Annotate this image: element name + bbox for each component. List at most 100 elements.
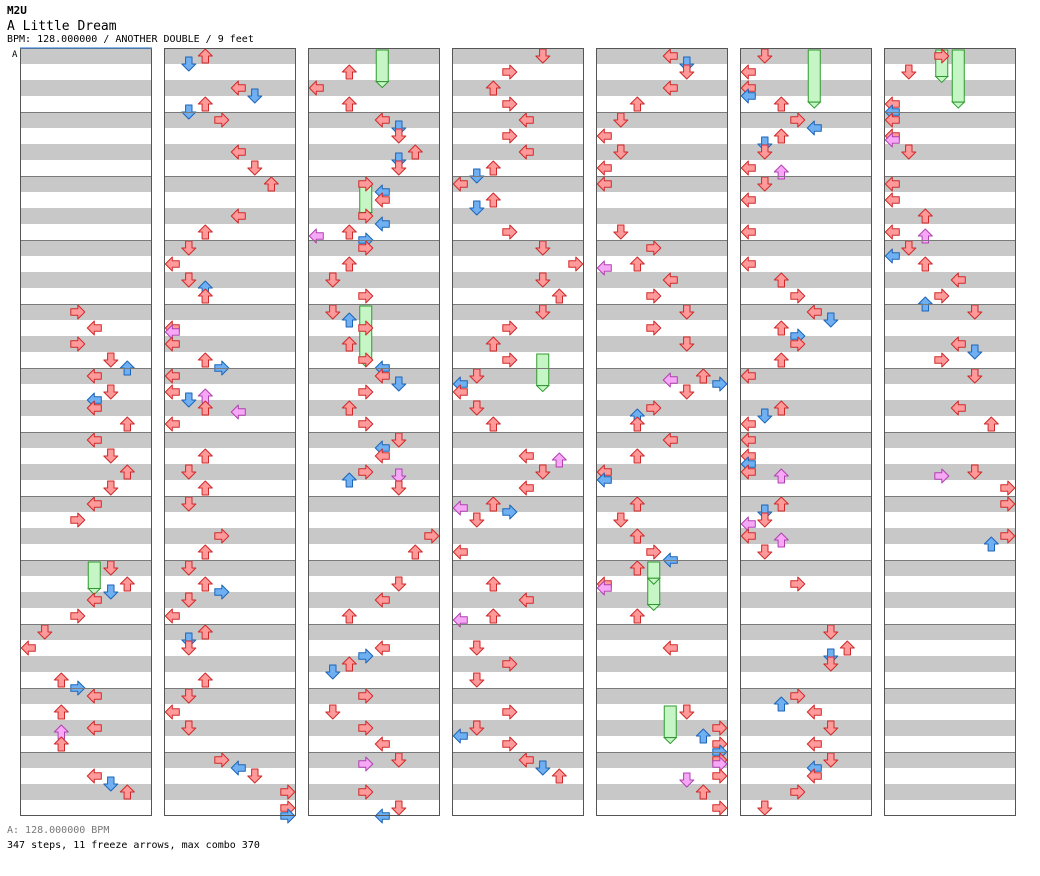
step-arrow-left <box>596 128 612 144</box>
step-arrow-up <box>53 704 69 720</box>
beat-stripe <box>740 528 872 544</box>
step-arrow-down <box>181 640 197 656</box>
beat-stripe <box>308 400 440 416</box>
freeze-tail <box>535 385 550 393</box>
freeze-body <box>375 49 389 83</box>
step-arrow-up <box>485 192 501 208</box>
step-arrow-left <box>374 112 390 128</box>
step-arrow-left <box>86 592 102 608</box>
step-arrow-up <box>53 672 69 688</box>
step-arrow-left <box>662 432 678 448</box>
step-arrow-left <box>662 640 678 656</box>
step-arrow-up <box>695 784 711 800</box>
step-arrow-left <box>884 224 900 240</box>
beat-stripe <box>452 240 584 256</box>
beat-stripe <box>308 624 440 640</box>
beat-stripe <box>740 272 872 288</box>
beat-stripe <box>20 592 152 608</box>
beat-stripe <box>308 176 440 192</box>
beat-stripe <box>308 560 440 576</box>
step-arrow-up <box>341 608 357 624</box>
beat-stripe <box>884 176 1016 192</box>
step-arrow-left <box>452 612 468 628</box>
beat-stripe <box>308 240 440 256</box>
step-arrow-up <box>773 696 789 712</box>
beat-stripe <box>452 112 584 128</box>
step-arrow-down <box>679 704 695 720</box>
beat-stripe <box>884 112 1016 128</box>
step-arrow-left <box>740 256 756 272</box>
beat-stripe <box>20 720 152 736</box>
beat-stripe <box>308 688 440 704</box>
step-arrow-up <box>197 448 213 464</box>
freeze-tail <box>375 81 390 89</box>
step-arrow-right <box>934 48 950 64</box>
beat-stripe <box>452 624 584 640</box>
step-arrow-down <box>181 720 197 736</box>
step-arrow-left <box>806 768 822 784</box>
step-arrow-up <box>485 608 501 624</box>
step-arrow-down <box>679 384 695 400</box>
beat-stripe <box>596 240 728 256</box>
step-arrow-up <box>197 352 213 368</box>
step-stats: 347 steps, 11 freeze arrows, max combo 3… <box>7 840 260 851</box>
step-arrow-down <box>391 800 407 816</box>
step-arrow-right <box>214 752 230 768</box>
step-arrow-up <box>773 532 789 548</box>
beat-stripe <box>740 688 872 704</box>
beat-stripe <box>308 656 440 672</box>
step-arrow-right <box>502 504 518 520</box>
beat-stripe <box>452 176 584 192</box>
step-arrow-down <box>391 376 407 392</box>
step-arrow-up <box>485 416 501 432</box>
step-arrow-up <box>485 160 501 176</box>
freeze-tail <box>934 75 949 84</box>
beat-stripe <box>452 592 584 608</box>
beat-stripe <box>20 752 152 768</box>
chart-column-2 <box>164 48 296 816</box>
beat-stripe <box>20 112 152 128</box>
step-arrow-up <box>341 312 357 328</box>
step-arrow-left <box>806 704 822 720</box>
step-arrow-left <box>596 160 612 176</box>
step-arrow-right <box>358 240 374 256</box>
beat-stripe <box>740 80 872 96</box>
step-arrow-right <box>214 528 230 544</box>
step-arrow-down <box>181 56 197 72</box>
step-arrow-right <box>790 288 806 304</box>
column-frames <box>20 48 1016 816</box>
beat-stripe <box>20 400 152 416</box>
step-arrow-up <box>983 416 999 432</box>
step-arrow-right <box>358 784 374 800</box>
step-arrow-up <box>917 228 933 244</box>
beat-stripe <box>20 624 152 640</box>
step-arrow-down <box>967 344 983 360</box>
beat-stripe <box>740 176 872 192</box>
freeze-body <box>951 49 965 103</box>
step-arrow-up <box>551 768 567 784</box>
step-arrow-up <box>341 656 357 672</box>
step-arrow-up <box>695 368 711 384</box>
chart-column-3 <box>308 48 440 816</box>
step-arrow-up <box>197 672 213 688</box>
step-arrow-down <box>325 704 341 720</box>
step-arrow-down <box>103 776 119 792</box>
step-arrow-right <box>790 112 806 128</box>
step-arrow-right <box>214 584 230 600</box>
step-arrow-up <box>695 728 711 744</box>
step-arrow-right <box>358 352 374 368</box>
beat-stripe <box>884 624 1016 640</box>
beat-stripe <box>740 112 872 128</box>
beat-stripe <box>884 528 1016 544</box>
step-arrow-right <box>358 648 374 664</box>
step-arrow-left <box>596 176 612 192</box>
arrow-layer <box>20 48 1016 824</box>
step-arrow-up <box>119 784 135 800</box>
beat-stripe <box>20 304 152 320</box>
step-arrow-left <box>374 448 390 464</box>
beat-stripe <box>308 496 440 512</box>
freeze-body <box>536 353 550 387</box>
step-arrow-down <box>757 408 773 424</box>
step-arrow-left <box>884 176 900 192</box>
step-arrow-right <box>358 688 374 704</box>
